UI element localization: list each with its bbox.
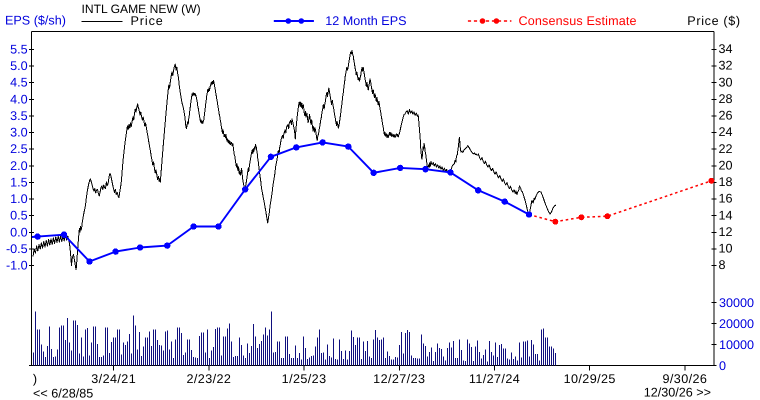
svg-text:28: 28	[719, 92, 733, 106]
svg-text:2.0: 2.0	[10, 159, 28, 173]
svg-text:9/30/26: 9/30/26	[662, 372, 707, 386]
svg-text:-0.5: -0.5	[6, 242, 28, 256]
svg-text:30000: 30000	[719, 296, 754, 310]
svg-text:16: 16	[719, 192, 733, 206]
svg-text:0.0: 0.0	[10, 225, 28, 239]
svg-text:8: 8	[719, 258, 726, 272]
svg-text:34: 34	[719, 42, 733, 56]
svg-text:5.5: 5.5	[10, 43, 28, 57]
svg-text:0.5: 0.5	[10, 209, 28, 223]
svg-text:30: 30	[719, 75, 733, 89]
svg-text:0: 0	[719, 359, 726, 373]
svg-text:3/24/21: 3/24/21	[91, 372, 136, 386]
svg-text:1.0: 1.0	[10, 192, 28, 206]
svg-text:-1.0: -1.0	[6, 259, 28, 273]
svg-text:3.5: 3.5	[10, 109, 28, 123]
svg-text:18: 18	[719, 175, 733, 189]
svg-text:Price ($): Price ($)	[687, 14, 740, 28]
svg-text:10/29/25: 10/29/25	[564, 372, 616, 386]
svg-text:2/23/22: 2/23/22	[186, 372, 231, 386]
svg-text:24: 24	[719, 125, 733, 139]
svg-text:Price: Price	[131, 14, 164, 28]
svg-text:12 Month EPS: 12 Month EPS	[325, 14, 406, 28]
svg-text:12: 12	[719, 225, 733, 239]
svg-text:10000: 10000	[719, 338, 754, 352]
svg-text:1.5: 1.5	[10, 176, 28, 190]
svg-text:14: 14	[719, 208, 733, 222]
svg-text:1/25/23: 1/25/23	[282, 372, 327, 386]
svg-text:3.0: 3.0	[10, 126, 28, 140]
svg-text:20000: 20000	[719, 317, 754, 331]
svg-text:26: 26	[719, 109, 733, 123]
svg-text:10: 10	[719, 242, 733, 256]
svg-text:12/30/26 >>: 12/30/26 >>	[644, 386, 711, 400]
svg-text:EPS ($/sh): EPS ($/sh)	[5, 13, 66, 27]
svg-text:Consensus Estimate: Consensus Estimate	[519, 14, 637, 28]
svg-text:): )	[33, 372, 37, 386]
svg-text:11/27/24: 11/27/24	[469, 372, 520, 386]
svg-text:<< 6/28/85: << 6/28/85	[33, 387, 93, 400]
svg-text:4.0: 4.0	[10, 92, 28, 106]
svg-text:12/27/23: 12/27/23	[373, 372, 425, 386]
svg-text:INTL GAME NEW (W): INTL GAME NEW (W)	[82, 2, 201, 16]
svg-text:5.0: 5.0	[10, 59, 28, 73]
svg-text:22: 22	[719, 142, 733, 156]
svg-text:32: 32	[719, 59, 733, 73]
svg-text:2.5: 2.5	[10, 142, 28, 156]
svg-text:4.5: 4.5	[10, 76, 28, 90]
svg-text:20: 20	[719, 158, 733, 172]
